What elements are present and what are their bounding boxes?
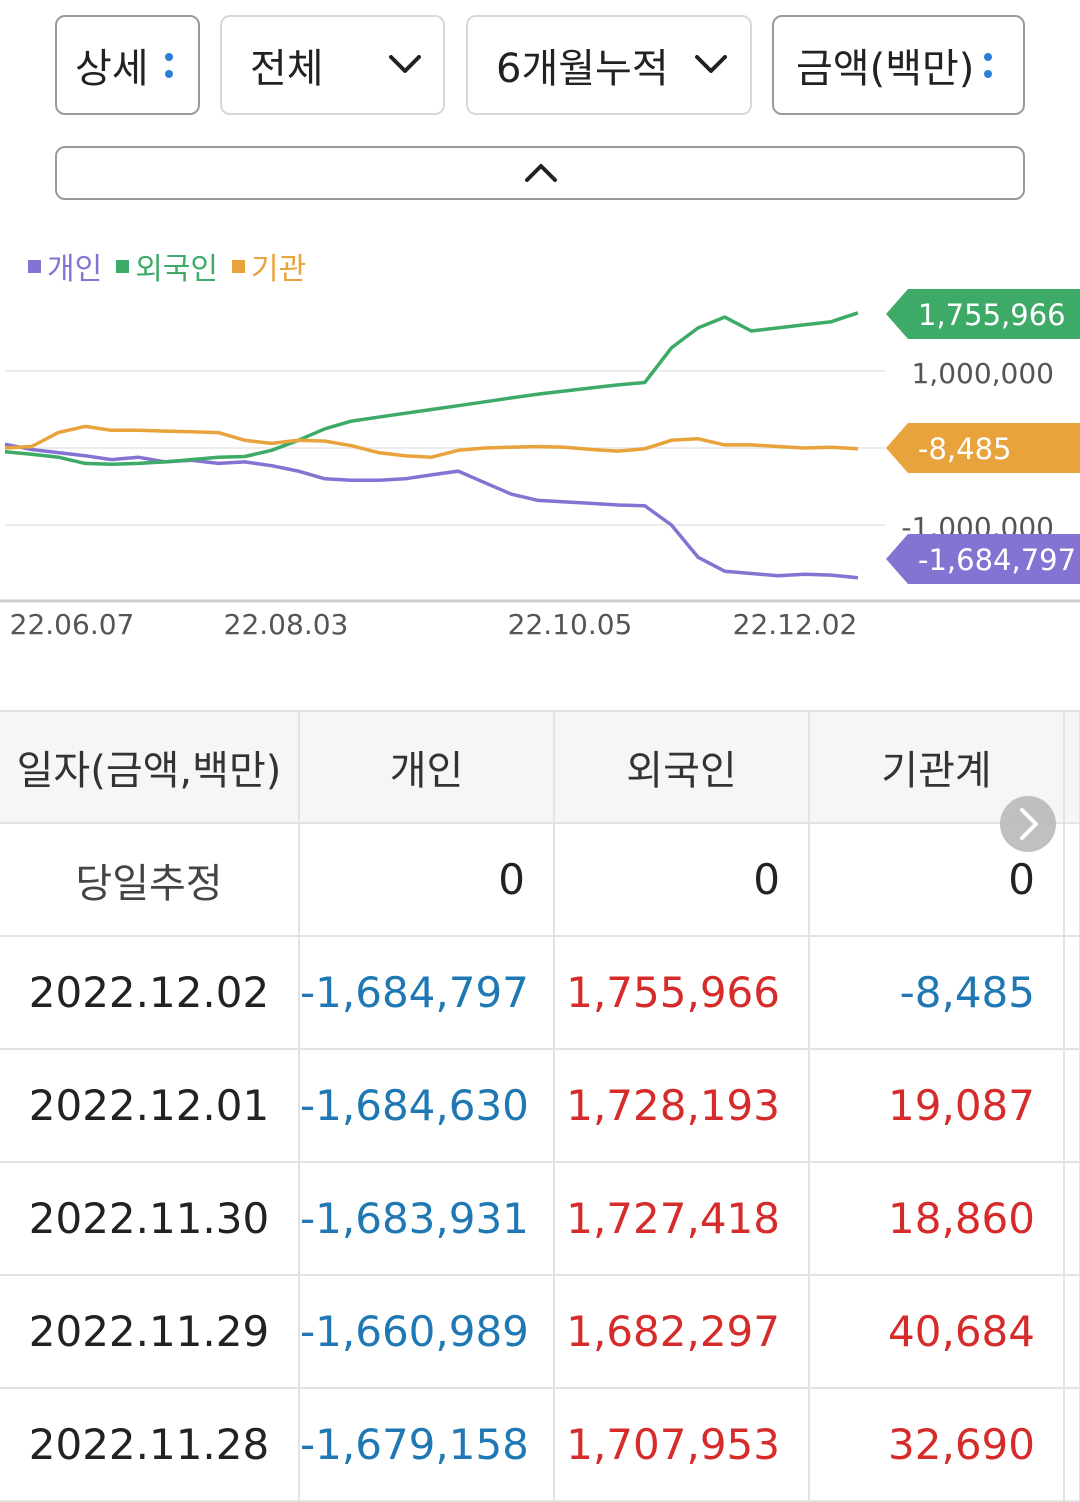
column-header-overflow	[1064, 710, 1080, 824]
table-header-row: 일자(금액,백만) 개인 외국인 기관계	[0, 710, 1080, 824]
table-row-today: 당일추정 0 0 0	[0, 823, 1080, 937]
row-institution: 40,684	[809, 1275, 1065, 1389]
badge-label: 1,755,966	[918, 298, 1066, 332]
scope-select[interactable]: 전체	[220, 15, 445, 115]
x-tick-label: 22.08.03	[224, 608, 349, 641]
row-date: 2022.11.30	[0, 1162, 300, 1276]
row-foreign: 1,682,297	[554, 1275, 810, 1389]
kebab-icon	[984, 52, 993, 78]
scroll-right-button[interactable]	[1000, 796, 1056, 852]
overflow-cell	[1064, 823, 1080, 937]
overflow-cell	[1064, 1162, 1080, 1276]
row-foreign: 1,727,418	[554, 1162, 810, 1276]
today-foreign: 0	[554, 823, 810, 937]
column-header-institution: 기관계	[809, 710, 1065, 824]
series-line-2	[4, 424, 859, 459]
chevron-down-icon	[389, 55, 421, 73]
row-institution: 32,690	[809, 1388, 1065, 1502]
row-individual: -1,679,158	[299, 1388, 555, 1502]
row-individual: -1,683,931	[299, 1162, 555, 1276]
chart-legend: 개인 외국인 기관	[28, 244, 306, 288]
detail-button-label: 상세	[75, 46, 149, 92]
end-value-badge: -1,684,797	[886, 534, 1080, 584]
row-institution: 19,087	[809, 1049, 1065, 1163]
badge-shape	[886, 289, 1080, 339]
badge-shape	[886, 534, 1080, 584]
column-header-date: 일자(금액,백만)	[0, 710, 300, 824]
column-header-foreign: 외국인	[554, 710, 810, 824]
unit-button-label: 금액(백만)	[796, 46, 975, 92]
overflow-cell	[1064, 1049, 1080, 1163]
legend-swatch	[28, 259, 41, 273]
detail-button[interactable]: 상세	[55, 15, 200, 115]
column-header-individual: 개인	[299, 710, 555, 824]
x-tick-label: 22.12.02	[733, 608, 858, 641]
end-value-badge: -8,485	[886, 423, 1080, 473]
legend-label: 기관	[251, 252, 307, 287]
legend-item-institution[interactable]: 기관	[232, 244, 306, 288]
scope-select-value: 전체	[250, 46, 324, 92]
row-institution: -8,485	[809, 936, 1065, 1050]
table-row: 2022.11.29 -1,660,989 1,682,297 40,684	[0, 1275, 1080, 1389]
legend-label: 개인	[47, 252, 103, 287]
row-date: 2022.12.02	[0, 936, 300, 1050]
table-row: 2022.11.28 -1,679,158 1,707,953 32,690	[0, 1388, 1080, 1502]
chevron-down-icon	[695, 55, 727, 73]
period-select-value: 6개월누적	[496, 46, 669, 92]
y-tick-label: 1,000,000	[911, 357, 1054, 390]
row-date: 2022.12.01	[0, 1049, 300, 1163]
table-row: 2022.12.02 -1,684,797 1,755,966 -8,485	[0, 936, 1080, 1050]
row-foreign: 1,707,953	[554, 1388, 810, 1502]
legend-item-foreign[interactable]: 외국인	[116, 244, 218, 288]
unit-button[interactable]: 금액(백만)	[772, 15, 1025, 115]
series-line-0	[4, 442, 859, 580]
series-line-1	[4, 311, 859, 466]
chevron-up-icon	[525, 164, 557, 182]
row-foreign: 1,728,193	[554, 1049, 810, 1163]
today-individual: 0	[299, 823, 555, 937]
chart-collapse-button[interactable]	[55, 146, 1025, 200]
today-label: 당일추정	[0, 823, 300, 937]
table-row: 2022.12.01 -1,684,630 1,728,193 19,087	[0, 1049, 1080, 1163]
row-date: 2022.11.29	[0, 1275, 300, 1389]
x-tick-label: 22.06.07	[10, 608, 135, 641]
row-individual: -1,684,797	[299, 936, 555, 1050]
row-individual: -1,684,630	[299, 1049, 555, 1163]
badge-label: -1,684,797	[918, 543, 1076, 577]
row-date: 2022.11.28	[0, 1388, 300, 1502]
chevron-right-icon	[1020, 808, 1038, 840]
kebab-icon	[164, 52, 173, 78]
legend-swatch	[116, 259, 130, 273]
investor-table: 일자(금액,백만) 개인 외국인 기관계 당일추정 0 0 0 2022.12.…	[0, 710, 1080, 1502]
end-value-badge: 1,755,966	[886, 289, 1080, 339]
badge-shape	[886, 423, 1080, 473]
legend-item-individual[interactable]: 개인	[28, 244, 102, 288]
period-select[interactable]: 6개월누적	[466, 15, 752, 115]
row-institution: 18,860	[809, 1162, 1065, 1276]
overflow-cell	[1064, 1388, 1080, 1502]
legend-swatch	[232, 259, 246, 273]
x-tick-label: 22.10.05	[508, 608, 633, 641]
legend-label: 외국인	[135, 252, 219, 287]
overflow-cell	[1064, 1275, 1080, 1389]
overflow-cell	[1064, 936, 1080, 1050]
badge-label: -8,485	[918, 432, 1012, 466]
row-foreign: 1,755,966	[554, 936, 810, 1050]
row-individual: -1,660,989	[299, 1275, 555, 1389]
table-row: 2022.11.30 -1,683,931 1,727,418 18,860	[0, 1162, 1080, 1276]
